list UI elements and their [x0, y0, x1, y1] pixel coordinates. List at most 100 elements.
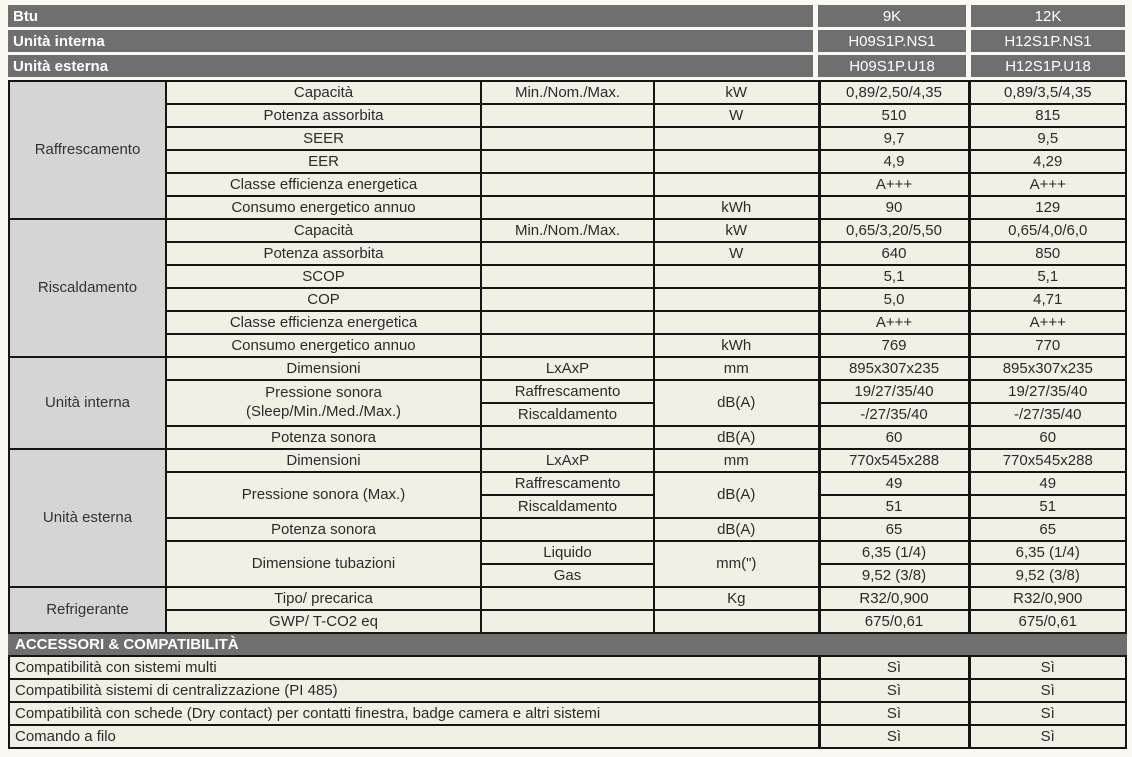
section-label-unita-esterna: Unità esterna [8, 448, 167, 588]
accessory-label: Comando a filo [8, 724, 820, 749]
spec-sub: Liquido [480, 540, 655, 565]
indoor-model-9k: H09S1P.NS1 [818, 30, 966, 52]
spec-param: Classe efficienza energetica [165, 172, 482, 197]
outdoor-model-9k: H09S1P.U18 [818, 55, 966, 77]
spec-unit [653, 310, 820, 335]
spec-unit [653, 264, 820, 289]
spec-param: Dimensione tubazioni [165, 540, 482, 588]
spec-sub: LxAxP [480, 356, 655, 381]
table-row: Raffrescamento Capacità Min./Nom./Max. k… [8, 80, 1127, 220]
btu-9k: 9K [818, 5, 966, 27]
spec-sub: Riscaldamento [480, 402, 655, 427]
spec-unit: dB(A) [653, 379, 820, 427]
spec-unit [653, 609, 820, 634]
accessory-value-9k: Sì [817, 701, 970, 726]
spec-unit: dB(A) [653, 471, 820, 519]
spec-unit: kWh [653, 195, 820, 220]
table-row: Pressione sonora (Sleep/Min./Med./Max.) … [9, 379, 1127, 427]
spec-value-9k: R32/0,900 [817, 586, 970, 611]
spec-value-12k: 9,52 (3/8) [967, 563, 1127, 588]
table-row: Compatibilità con sistemi multi Sì Sì [8, 655, 1127, 680]
spec-param: Potenza sonora [165, 425, 482, 450]
table-row: Unità esterna Dimensioni LxAxP mm 770x54… [8, 448, 1127, 588]
table-row: Potenza sonora dB(A) 60 60 [9, 425, 1127, 450]
table-row: Consumo energetico annuo kWh 90 129 [9, 195, 1127, 220]
spec-param: Capacità [165, 80, 482, 105]
spec-value-12k: A+++ [967, 172, 1127, 197]
spec-sub: Min./Nom./Max. [480, 218, 655, 243]
spec-unit: W [653, 103, 820, 128]
accessories-title: ACCESSORI & COMPATIBILITÀ [8, 632, 1127, 657]
table-row: Compatibilità con schede (Dry contact) p… [8, 701, 1127, 726]
accessory-value-9k: Sì [817, 724, 970, 749]
spec-param: Tipo/ precarica [165, 586, 482, 611]
section-label-riscaldamento: Riscaldamento [8, 218, 167, 358]
spec-value-9k: 5,0 [817, 287, 970, 312]
indoor-model-12k: H12S1P.NS1 [971, 30, 1125, 52]
spec-value-12k: 675/0,61 [967, 609, 1127, 634]
spec-param: SCOP [165, 264, 482, 289]
table-row: Dimensione tubazioni Liquido mm(") 6,35 … [9, 540, 1127, 588]
spec-value-12k: 51 [967, 494, 1127, 519]
spec-sub [480, 310, 655, 335]
spec-value-12k: 0,65/4,0/6,0 [967, 218, 1127, 243]
table-row: Potenza sonora dB(A) 65 65 [9, 517, 1127, 542]
outdoor-model-12k: H12S1P.U18 [971, 55, 1125, 77]
spec-value-12k: 9,5 [967, 126, 1127, 151]
spec-unit: W [653, 241, 820, 266]
spec-sub [480, 149, 655, 174]
spec-value-12k: 4,29 [967, 149, 1127, 174]
spec-param: Potenza assorbita [165, 241, 482, 266]
section-label-refrigerante: Refrigerante [8, 586, 167, 634]
table-row: Riscaldamento -/27/35/40 -/27/35/40 [9, 402, 1127, 427]
spec-param: EER [165, 149, 482, 174]
table-row: Classe efficienza energetica A+++ A+++ [9, 172, 1127, 197]
spec-sub [480, 264, 655, 289]
spec-value-9k: 4,9 [817, 149, 970, 174]
section-label-unita-interna: Unità interna [8, 356, 167, 450]
spec-sub [480, 126, 655, 151]
spec-param: Consumo energetico annuo [165, 195, 482, 220]
spec-sub [480, 517, 655, 542]
table-row: Comando a filo Sì Sì [8, 724, 1127, 749]
spec-value-9k: -/27/35/40 [817, 402, 970, 427]
spec-value-9k: A+++ [817, 172, 970, 197]
spec-unit: mm [653, 448, 820, 473]
table-row: EER 4,9 4,29 [9, 149, 1127, 174]
spec-value-12k: 60 [967, 425, 1127, 450]
spec-value-9k: 49 [817, 471, 970, 496]
indoor-unit-label: Unità interna [8, 30, 813, 52]
spec-param: Dimensioni [165, 356, 482, 381]
spec-value-9k: 0,89/2,50/4,35 [817, 80, 970, 105]
spec-value-9k: 675/0,61 [817, 609, 970, 634]
table-row: SEER 9,7 9,5 [9, 126, 1127, 151]
table-row: Compatibilità sistemi di centralizzazion… [8, 678, 1127, 703]
table-row: Consumo energetico annuo kWh 769 770 [9, 333, 1127, 358]
spec-value-12k: 815 [967, 103, 1127, 128]
table-row: Pressione sonora (Max.) Raffrescamento d… [9, 471, 1127, 519]
accessory-value-12k: Sì [967, 655, 1127, 680]
table-row: Potenza assorbita W 510 815 [9, 103, 1127, 128]
spec-param: Classe efficienza energetica [165, 310, 482, 335]
spec-unit: Kg [653, 586, 820, 611]
spec-value-9k: 5,1 [817, 264, 970, 289]
accessory-value-9k: Sì [817, 678, 970, 703]
spec-value-9k: 9,52 (3/8) [817, 563, 970, 588]
spec-sub [480, 609, 655, 634]
spec-value-9k: 6,35 (1/4) [817, 540, 970, 565]
spec-param: Capacità [165, 218, 482, 243]
btu-12k: 12K [971, 5, 1125, 27]
spec-unit [653, 149, 820, 174]
spec-value-12k: R32/0,900 [967, 586, 1127, 611]
spec-param: COP [165, 287, 482, 312]
table-row: SCOP 5,1 5,1 [9, 264, 1127, 289]
spec-value-9k: A+++ [817, 310, 970, 335]
spec-sub: Gas [480, 563, 655, 588]
spec-value-9k: 60 [817, 425, 970, 450]
spec-value-9k: 769 [817, 333, 970, 358]
accessory-label: Compatibilità con sistemi multi [8, 655, 820, 680]
spec-sub [480, 172, 655, 197]
spec-value-12k: 19/27/35/40 [967, 379, 1127, 404]
table-row: Riscaldamento Capacità Min./Nom./Max. kW… [8, 218, 1127, 358]
